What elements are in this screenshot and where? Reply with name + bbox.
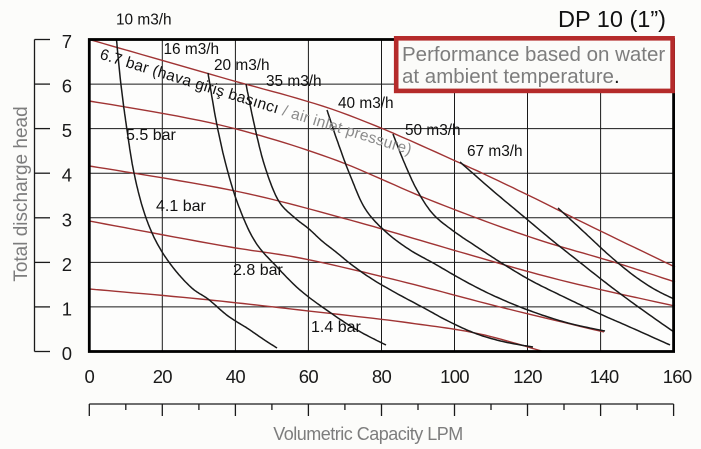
svg-text:100: 100: [440, 366, 469, 387]
svg-text:50 m3/h: 50 m3/h: [405, 122, 461, 139]
svg-text:6: 6: [62, 76, 72, 97]
svg-text:0: 0: [85, 366, 95, 387]
svg-text:5.5 bar: 5.5 bar: [126, 127, 176, 144]
svg-text:7: 7: [62, 31, 72, 52]
svg-text:140: 140: [590, 366, 619, 387]
svg-text:160: 160: [663, 366, 692, 387]
svg-text:2.8 bar: 2.8 bar: [233, 262, 283, 279]
svg-text:40: 40: [226, 366, 246, 387]
svg-text:4.1 bar: 4.1 bar: [156, 198, 206, 215]
svg-text:at ambient temperature.: at ambient temperature.: [402, 65, 620, 88]
svg-text:20 m3/h: 20 m3/h: [214, 57, 270, 74]
svg-text:20: 20: [153, 366, 173, 387]
svg-text:0: 0: [62, 343, 72, 364]
svg-text:DP 10 (1”): DP 10 (1”): [558, 6, 666, 32]
svg-text:Performance based on water: Performance based on water: [402, 43, 665, 66]
svg-text:16 m3/h: 16 m3/h: [164, 41, 220, 58]
svg-text:4: 4: [62, 165, 72, 186]
svg-text:60: 60: [299, 366, 319, 387]
svg-text:Volumetric Capacity LPM: Volumetric Capacity LPM: [273, 424, 463, 444]
svg-text:3: 3: [62, 209, 72, 230]
svg-text:35 m3/h: 35 m3/h: [266, 73, 322, 90]
svg-text:2: 2: [62, 254, 72, 275]
svg-text:5: 5: [62, 120, 72, 141]
svg-text:1.4 bar: 1.4 bar: [311, 319, 361, 336]
svg-text:10 m3/h: 10 m3/h: [116, 12, 172, 29]
svg-text:1: 1: [62, 298, 72, 319]
svg-text:120: 120: [513, 366, 542, 387]
svg-text:Total discharge head: Total discharge head: [11, 106, 32, 281]
svg-text:67 m3/h: 67 m3/h: [467, 143, 523, 160]
svg-text:80: 80: [372, 366, 392, 387]
svg-text:40 m3/h: 40 m3/h: [338, 95, 394, 112]
